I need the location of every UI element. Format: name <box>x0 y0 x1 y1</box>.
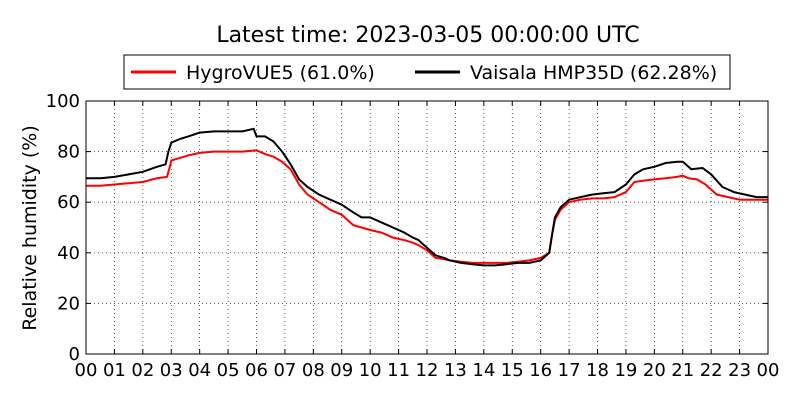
x-tick-label: 17 <box>558 360 581 381</box>
x-tick-label: 19 <box>614 360 637 381</box>
y-tick-label: 0 <box>69 344 80 365</box>
y-tick-label: 60 <box>57 192 80 213</box>
plot-frame <box>85 100 769 355</box>
x-tick-label: 10 <box>359 360 382 381</box>
ticks <box>85 100 769 355</box>
x-tick-label: 03 <box>160 360 183 381</box>
y-tick-label: 80 <box>57 142 80 163</box>
x-tick-label: 04 <box>188 360 211 381</box>
x-tick-label: 11 <box>387 360 410 381</box>
tick-labels: 00 01 02 03 04 05 06 07 08 09 10 11 12 13 14 15 16 17 18 19… <box>46 91 780 381</box>
y-tick-label: 40 <box>57 243 80 264</box>
x-tick-label: 09 <box>330 360 353 381</box>
series-layer <box>86 127 768 267</box>
x-tick-label: 15 <box>501 360 524 381</box>
y-axis-label: Relative humidity (%) <box>19 125 41 330</box>
x-tick-label: 07 <box>273 360 296 381</box>
grid <box>86 101 768 354</box>
x-tick-label: 02 <box>131 360 154 381</box>
series-line-vaisala <box>86 127 768 267</box>
x-tick-label: 01 <box>103 360 126 381</box>
x-tick-label: 23 <box>728 360 751 381</box>
legend-label-vaisala: Vaisala HMP35D (62.28%) <box>470 62 717 84</box>
legend: HygroVUE5 (61.0%) Vaisala HMP35D (62.28%… <box>123 54 731 90</box>
x-tick-label: 08 <box>302 360 325 381</box>
chart-title: Latest time: 2023-03-05 00:00:00 UTC <box>216 23 639 48</box>
y-tick-label: 20 <box>57 293 80 314</box>
x-tick-label: 13 <box>444 360 467 381</box>
x-tick-label: 05 <box>217 360 240 381</box>
x-tick-label: 00 <box>75 360 98 381</box>
x-tick-label: 00 <box>757 360 780 381</box>
y-tick-label: 100 <box>46 91 80 112</box>
x-tick-label: 21 <box>671 360 694 381</box>
x-tick-label: 20 <box>643 360 666 381</box>
legend-label-hygrovue5: HygroVUE5 (61.0%) <box>186 62 375 84</box>
x-tick-label: 18 <box>586 360 609 381</box>
x-tick-label: 16 <box>529 360 552 381</box>
x-tick-label: 14 <box>472 360 495 381</box>
x-tick-label: 12 <box>416 360 439 381</box>
series-line-hygrovue5 <box>86 149 768 264</box>
x-tick-label: 06 <box>245 360 268 381</box>
x-tick-label: 22 <box>700 360 723 381</box>
